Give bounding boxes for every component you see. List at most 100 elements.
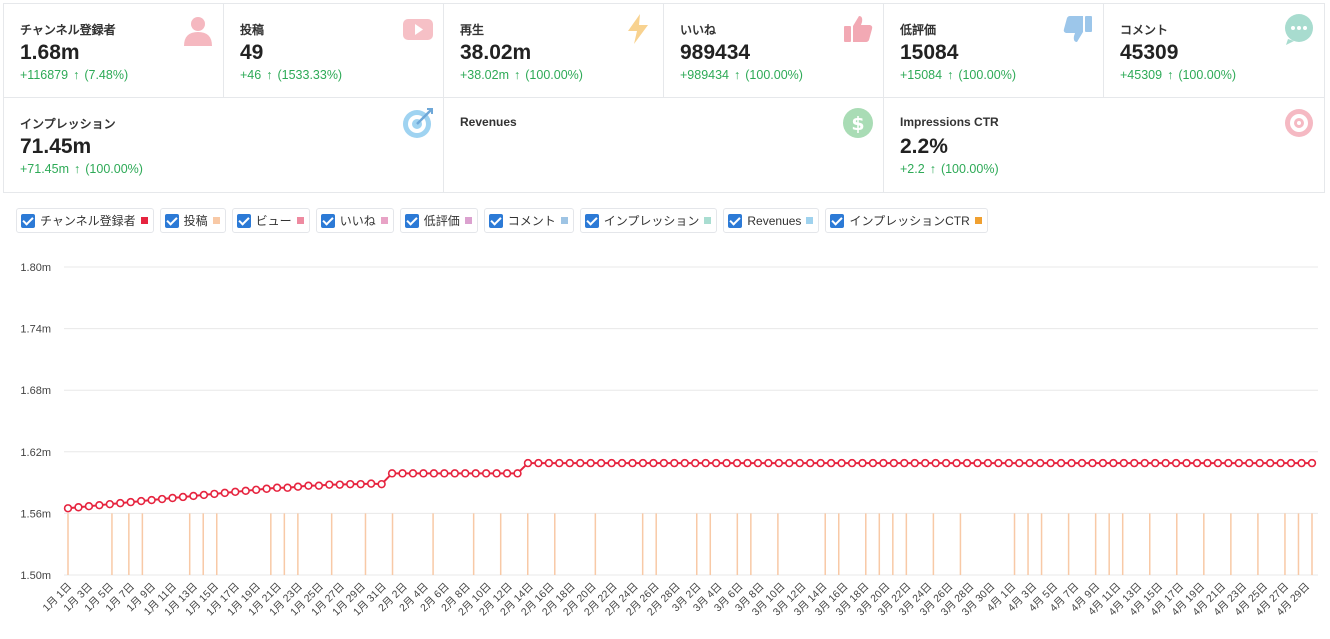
subscribers-point (1224, 458, 1233, 468)
subscribers-point (304, 481, 313, 490)
chart-legend: チャンネル登録者 投稿 ビュー いいね 低評価 コメント インプレッション Re… (16, 208, 988, 233)
stat-card-dislikes: 低評価 15084 +15084 ↑ (100.00%) (884, 4, 1104, 97)
legend-swatch (704, 217, 712, 224)
legend-item-posts[interactable]: 投稿 (159, 208, 226, 233)
subscribers-point (774, 458, 784, 468)
subscribers-point (649, 458, 658, 468)
legend-item-comments[interactable]: コメント (483, 208, 574, 233)
y-tick-label: 1.68m (20, 385, 51, 397)
subscribers-point (596, 458, 606, 468)
stat-value: 15084 (900, 41, 959, 64)
subscribers-point (1119, 458, 1129, 468)
subscribers-point (617, 458, 627, 468)
subscribers-point (440, 469, 449, 478)
legend-label: 投稿 (183, 214, 208, 228)
checkbox[interactable] (21, 213, 35, 228)
subscribers-point (116, 498, 125, 508)
legend-label: いいね (339, 214, 376, 228)
subscribers-point (1036, 458, 1045, 468)
subscribers-point (283, 483, 292, 492)
subscribers-point (983, 458, 993, 468)
subscribers-point (105, 499, 115, 509)
subscribers-point (1171, 458, 1181, 468)
legend-item-impressions[interactable]: インプレッション (579, 208, 718, 233)
subscribers-point (74, 503, 83, 512)
stat-label: 再生 (460, 23, 485, 37)
stat-change: +116879 ↑ (7.48%) (20, 68, 129, 82)
subscribers-point (408, 469, 418, 478)
subscribers-point (743, 458, 752, 468)
legend-item-views[interactable]: ビュー (231, 208, 310, 233)
subscribers-point (419, 469, 428, 478)
stat-label: いいね (680, 23, 717, 37)
subscribers-point (241, 486, 250, 496)
subscribers-point (1098, 458, 1108, 468)
subscribers-point (544, 458, 554, 468)
y-tick-label: 1.80m (20, 262, 51, 274)
subscribers-point (178, 492, 188, 502)
subscribers-point (346, 479, 355, 489)
play-icon (403, 19, 433, 40)
stat-value: 1.68m (20, 41, 80, 64)
subscribers-point (293, 482, 303, 491)
subscribers-point (555, 458, 564, 468)
legend-item-revenues[interactable]: Revenues (723, 208, 820, 233)
subscribers-point (481, 469, 491, 478)
subscribers-point (764, 458, 773, 468)
subscribers-point (732, 458, 742, 468)
subscribers-point (147, 495, 156, 505)
legend-item-subscribers[interactable]: チャンネル登録者 (16, 208, 154, 233)
checkbox[interactable] (488, 213, 503, 228)
checkbox[interactable] (830, 213, 845, 228)
legend-item-impressions-ctr[interactable]: インプレッションCTR (825, 208, 988, 233)
subscribers-point (492, 469, 501, 478)
subscribers-point (1192, 458, 1202, 468)
subscribers-point (586, 458, 595, 468)
legend-item-dislikes[interactable]: 低評価 (399, 208, 478, 233)
legend-label: ビュー (255, 214, 292, 228)
checkbox[interactable] (164, 213, 179, 228)
subscribers-point (1182, 458, 1191, 468)
stat-card-comments: コメント 45309 +45309 ↑ (100.00%) (1104, 4, 1324, 97)
legend-swatch (560, 217, 568, 224)
subscribers-point (1077, 458, 1087, 468)
legend-swatch (140, 217, 148, 224)
legend-item-likes[interactable]: いいね (315, 208, 394, 233)
subscribers-point (1130, 458, 1139, 468)
subscribers-point (1004, 458, 1014, 468)
legend-label: チャンネル登録者 (40, 214, 136, 228)
target-icon (403, 108, 433, 138)
checkbox[interactable] (320, 213, 335, 228)
subscribers-point (461, 469, 470, 478)
legend-label: Revenues (747, 213, 802, 228)
subscribers-point (858, 458, 867, 468)
subscribers-point (335, 480, 344, 489)
person-icon (184, 17, 212, 46)
subscribers-point (314, 481, 324, 490)
stat-value: 38.02m (460, 41, 532, 64)
subscribers-point (534, 458, 543, 468)
subscribers-point (398, 469, 407, 478)
subscribers-point (272, 483, 282, 492)
legend-label: インプレッションCTR (849, 214, 970, 228)
subscribers-point (189, 491, 198, 501)
checkbox[interactable] (236, 213, 251, 228)
subscribers-point (785, 458, 794, 468)
subscribers-point (95, 500, 104, 510)
svg-text:$: $ (851, 113, 864, 135)
legend-swatch (212, 217, 220, 224)
subscribers-point (847, 458, 857, 468)
stat-card-likes: いいね 989434 +989434 ↑ (100.00%) (664, 4, 884, 97)
stat-change: +45309 ↑ (100.00%) (1120, 68, 1236, 82)
stat-change: +38.02m ↑ (100.00%) (460, 68, 583, 82)
subscribers-point (659, 458, 669, 468)
stat-value: 989434 (680, 41, 751, 64)
stats-panel: チャンネル登録者 1.68m +116879 ↑ (7.48%) 投稿 49 +46… (3, 3, 1325, 193)
checkbox[interactable] (728, 213, 743, 228)
checkbox[interactable] (404, 213, 419, 228)
y-tick-label: 1.50m (20, 570, 51, 582)
stat-value: 45309 (1120, 41, 1179, 64)
checkbox[interactable] (584, 213, 599, 228)
legend-swatch (974, 217, 982, 224)
